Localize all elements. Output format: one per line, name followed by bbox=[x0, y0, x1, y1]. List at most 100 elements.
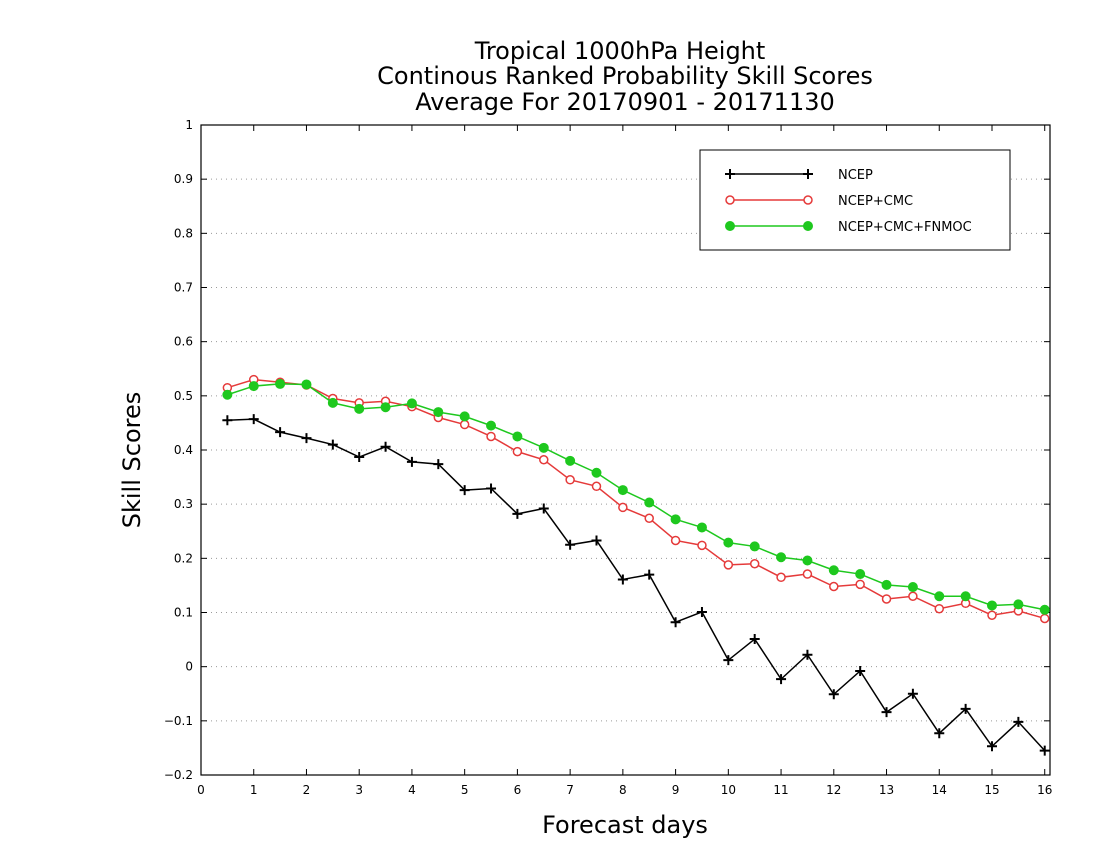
x-tick-label: 9 bbox=[672, 783, 680, 797]
data-point bbox=[301, 433, 312, 444]
data-point bbox=[670, 617, 681, 628]
legend-marker bbox=[803, 195, 813, 205]
x-tick-label: 0 bbox=[197, 783, 205, 797]
data-point bbox=[618, 502, 628, 513]
y-tick-label: 0 bbox=[185, 660, 193, 674]
data-point bbox=[723, 537, 734, 548]
data-point bbox=[855, 579, 865, 590]
x-tick-label: 7 bbox=[566, 783, 574, 797]
data-point bbox=[908, 591, 918, 601]
data-point bbox=[565, 455, 576, 466]
data-point bbox=[670, 535, 681, 546]
data-point bbox=[1039, 745, 1050, 756]
y-tick-label: 0.4 bbox=[174, 443, 193, 457]
y-tick-label: −0.1 bbox=[164, 714, 193, 728]
data-point bbox=[301, 379, 312, 390]
series-line bbox=[227, 383, 1045, 611]
data-point bbox=[749, 559, 760, 569]
plot-frame bbox=[200, 124, 1051, 776]
data-point bbox=[881, 594, 892, 604]
data-point bbox=[565, 475, 575, 485]
data-point bbox=[802, 649, 813, 660]
data-point bbox=[907, 688, 918, 699]
y-tick-label: −0.2 bbox=[164, 768, 193, 782]
y-tick-label: 0.8 bbox=[174, 226, 193, 240]
data-point bbox=[1039, 613, 1050, 624]
data-point bbox=[723, 560, 734, 570]
chart-title: Tropical 1000hPa Height Continous Ranked… bbox=[377, 37, 873, 116]
data-point bbox=[222, 415, 233, 426]
y-tick-label: 0.5 bbox=[174, 389, 193, 403]
data-point bbox=[855, 666, 866, 676]
data-point bbox=[591, 481, 602, 492]
x-tick-label: 11 bbox=[773, 783, 788, 797]
title-line-1: Tropical 1000hPa Height bbox=[474, 37, 766, 65]
data-point bbox=[881, 707, 892, 718]
data-point bbox=[248, 414, 259, 425]
data-point bbox=[486, 431, 496, 442]
series-ncep bbox=[222, 414, 1050, 756]
data-point bbox=[881, 579, 892, 590]
title-line-3: Average For 20170901 - 20171130 bbox=[415, 88, 835, 116]
data-point bbox=[512, 508, 523, 519]
series-ncep-cmc-fnmoc bbox=[222, 378, 1050, 615]
data-point bbox=[776, 552, 787, 563]
x-tick-label: 12 bbox=[826, 783, 841, 797]
data-point bbox=[960, 591, 971, 602]
y-tick-label: 0.9 bbox=[174, 172, 193, 186]
gridlines bbox=[201, 178, 1050, 722]
x-tick-label: 4 bbox=[408, 783, 416, 797]
data-point bbox=[512, 431, 523, 442]
data-point bbox=[565, 539, 576, 550]
data-point bbox=[696, 606, 707, 617]
data-point bbox=[406, 398, 417, 409]
data-point bbox=[934, 591, 945, 602]
series-ncep-cmc bbox=[222, 374, 1050, 624]
data-point bbox=[934, 603, 945, 614]
legend: NCEP NCEP+CMC NCEP+CMC+FNMOC bbox=[699, 149, 1011, 251]
data-point bbox=[1013, 599, 1024, 610]
data-point bbox=[749, 541, 760, 552]
data-point bbox=[327, 397, 338, 408]
x-tick-label: 10 bbox=[721, 783, 736, 797]
data-point bbox=[486, 483, 497, 494]
data-point bbox=[749, 634, 760, 645]
x-tick-label: 8 bbox=[619, 783, 627, 797]
x-tick-label: 3 bbox=[355, 783, 363, 797]
y-axis-label: Skill Scores bbox=[118, 392, 146, 529]
series-line bbox=[227, 378, 1045, 620]
y-tick-label: 0.3 bbox=[174, 497, 193, 511]
data-point bbox=[222, 389, 233, 400]
data-point bbox=[617, 574, 628, 585]
data-point bbox=[539, 455, 549, 465]
legend-label: NCEP+CMC bbox=[838, 194, 913, 209]
data-point bbox=[433, 459, 444, 470]
data-point bbox=[670, 514, 681, 525]
x-tick-label: 1 bbox=[250, 783, 258, 797]
data-point bbox=[459, 411, 470, 422]
x-tick-label: 2 bbox=[303, 783, 311, 797]
data-point bbox=[538, 442, 549, 453]
data-point bbox=[275, 378, 286, 389]
data-point bbox=[855, 569, 866, 580]
data-point bbox=[697, 540, 707, 551]
x-tick-label: 6 bbox=[514, 783, 522, 797]
data-point bbox=[380, 402, 391, 413]
legend-marker bbox=[803, 169, 813, 179]
data-point bbox=[354, 403, 365, 414]
data-point bbox=[987, 610, 997, 620]
data-point bbox=[644, 497, 655, 508]
data-point bbox=[459, 485, 470, 496]
data-point bbox=[828, 689, 839, 700]
x-axis-label: Forecast days bbox=[542, 811, 708, 839]
y-tick-label: 0.1 bbox=[174, 606, 193, 620]
data-point bbox=[486, 420, 497, 431]
legend-marker bbox=[725, 169, 735, 179]
legend-item: NCEP+CMC+FNMOC bbox=[725, 220, 972, 235]
data-point bbox=[1039, 604, 1050, 615]
y-tick-label: 0.7 bbox=[174, 281, 193, 295]
data-point bbox=[644, 569, 655, 580]
data-point bbox=[829, 581, 839, 592]
data-point bbox=[986, 600, 997, 611]
x-tick-label: 16 bbox=[1037, 783, 1052, 797]
